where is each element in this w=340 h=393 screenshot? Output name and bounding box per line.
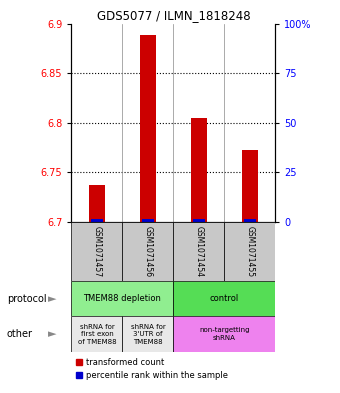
Text: TMEM88 depletion: TMEM88 depletion (83, 294, 162, 303)
Legend: transformed count, percentile rank within the sample: transformed count, percentile rank withi… (75, 358, 227, 380)
Bar (243, 219, 256, 222)
Text: protocol: protocol (7, 294, 47, 304)
Text: other: other (7, 329, 33, 339)
Text: ►: ► (49, 329, 57, 339)
Bar (224, 222, 275, 281)
Bar (71, 222, 122, 281)
Bar (242, 150, 258, 222)
Bar (90, 219, 103, 222)
Text: GSM1071455: GSM1071455 (245, 226, 254, 277)
Text: ►: ► (49, 294, 57, 304)
Bar (122, 316, 173, 352)
Bar (141, 219, 154, 222)
Text: GSM1071456: GSM1071456 (143, 226, 152, 277)
Bar (192, 219, 205, 222)
Bar (122, 222, 173, 281)
Text: GSM1071457: GSM1071457 (92, 226, 101, 277)
Bar (71, 281, 173, 316)
Bar (173, 222, 224, 281)
Bar (173, 316, 275, 352)
Bar (191, 118, 206, 222)
Bar (71, 316, 122, 352)
Bar (140, 35, 156, 222)
Bar (89, 185, 104, 222)
Text: control: control (210, 294, 239, 303)
Text: shRNA for
first exon
of TMEM88: shRNA for first exon of TMEM88 (78, 323, 116, 345)
Text: GSM1071454: GSM1071454 (194, 226, 203, 277)
Bar (173, 281, 275, 316)
Text: shRNA for
3'UTR of
TMEM88: shRNA for 3'UTR of TMEM88 (131, 323, 165, 345)
Text: non-targetting
shRNA: non-targetting shRNA (199, 327, 250, 341)
Title: GDS5077 / ILMN_1818248: GDS5077 / ILMN_1818248 (97, 9, 250, 22)
